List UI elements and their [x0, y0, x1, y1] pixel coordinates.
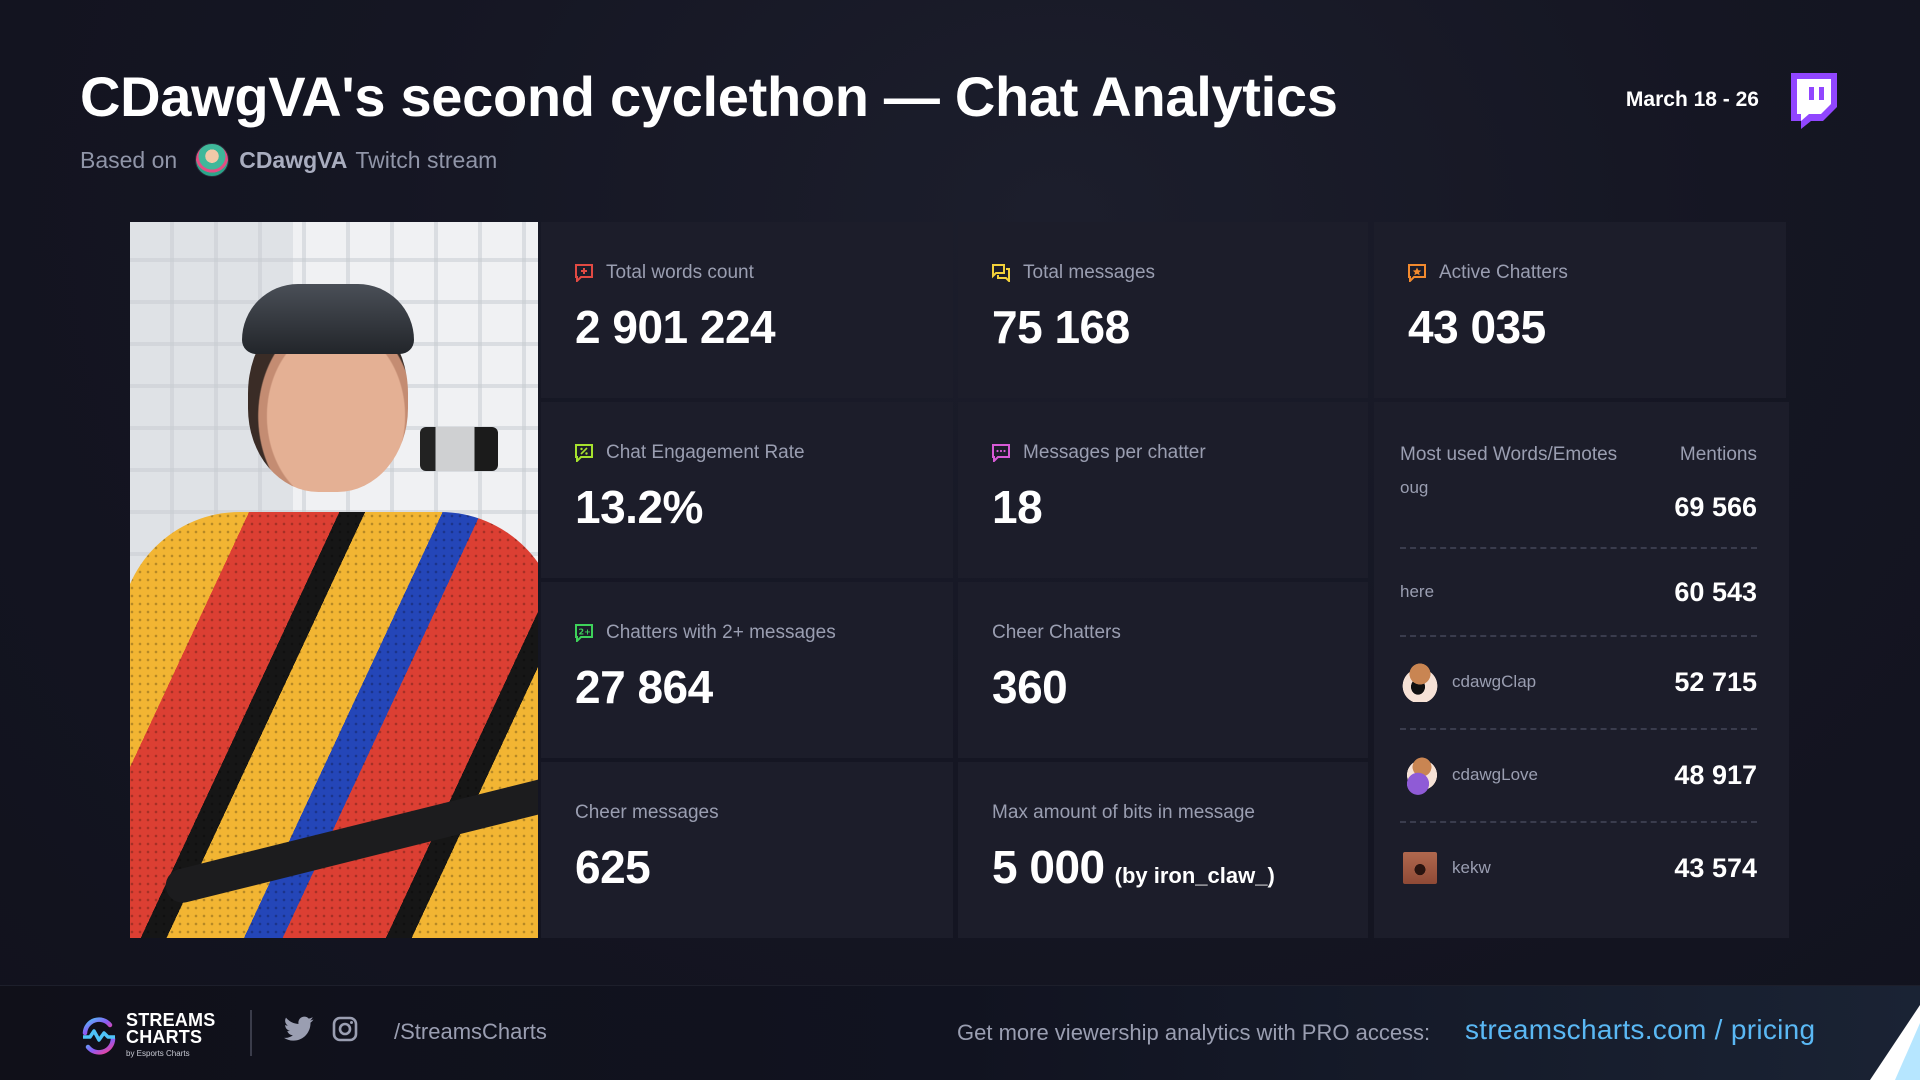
stat-value: 13.2% [575, 481, 703, 533]
stat-card-active-chatters: Active Chatters 43 035 [1374, 222, 1786, 398]
row-divider [1400, 728, 1757, 730]
photo-helmet [242, 284, 414, 354]
brand-tagline: by Esports Charts [126, 1049, 190, 1058]
word-name: kekw [1452, 858, 1491, 877]
svg-text:2+: 2+ [579, 628, 591, 637]
footer: STREAMS CHARTS by Esports Charts /Stream… [0, 985, 1920, 1080]
page-title: CDawgVA's second cyclethon — Chat Analyt… [80, 65, 1338, 128]
top-words-panel: Most used Words/Emotes Mentions oug 69 5… [1374, 402, 1789, 938]
stat-value: 2 901 224 [575, 301, 776, 353]
stat-label: Total words count [606, 262, 754, 283]
cdawglove-emote-icon [1400, 755, 1440, 795]
header: CDawgVA's second cyclethon — Chat Analyt… [80, 62, 1338, 178]
word-name: cdawgLove [1452, 765, 1539, 784]
word-name: here [1400, 582, 1435, 601]
stat-card-messages-per-chatter: Messages per chatter 18 [958, 402, 1368, 578]
subtitle: Based on CDawgVA Twitch stream [80, 142, 1338, 178]
corner-decoration [1870, 1005, 1920, 1080]
stat-card-max-bits: Max amount of bits in message 5 000 (by i… [958, 762, 1368, 938]
stat-label: Cheer messages [575, 802, 719, 823]
stat-card-chatters-2plus: 2+ Chatters with 2+ messages 27 864 [541, 582, 953, 758]
stat-value: 18 [992, 481, 1043, 533]
list-item: kekw 43 574 [1400, 833, 1757, 903]
streamscharts-logo-icon [80, 1017, 118, 1055]
row-divider [1400, 821, 1757, 823]
footer-divider [250, 1010, 252, 1056]
top-words-column-label: Most used Words/Emotes [1400, 444, 1618, 465]
streamscharts-logo[interactable]: STREAMS CHARTS by Esports Charts [80, 1010, 216, 1060]
stat-label: Chatters with 2+ messages [606, 622, 836, 643]
stat-label: Active Chatters [1439, 262, 1568, 283]
chat-star-icon [1408, 264, 1426, 282]
channel-name[interactable]: CDawgVA [239, 146, 348, 173]
stat-label: Cheer Chatters [992, 622, 1121, 643]
chat-double-icon [992, 264, 1010, 282]
chat-two-plus-icon: 2+ [575, 624, 593, 642]
cdawgclap-emote-icon [1400, 662, 1440, 702]
mentions-column-label: Mentions [1679, 444, 1757, 465]
chat-plus-icon [575, 264, 593, 282]
subtitle-prefix: Based on [80, 146, 178, 173]
stat-label: Total messages [1023, 262, 1156, 283]
stat-value: 43 035 [1408, 301, 1546, 353]
row-divider [1400, 547, 1757, 549]
stat-value: 5 000 (by iron_claw_) [992, 840, 1275, 894]
stat-value-number: 5 000 [992, 841, 1105, 893]
word-count: 60 543 [1674, 576, 1757, 607]
stat-value: 75 168 [992, 301, 1130, 353]
promo-text: Get more viewership analytics with PRO a… [957, 1020, 1431, 1045]
word-name: oug [1400, 478, 1429, 497]
date-range: March 18 - 26 [1625, 88, 1759, 111]
stat-value: 27 864 [575, 661, 713, 713]
stat-value-suffix: (by iron_claw_) [1114, 863, 1275, 888]
stat-label: Chat Engagement Rate [606, 442, 805, 463]
list-item: cdawgLove 48 917 [1400, 740, 1757, 810]
list-item: oug 69 566 [1400, 472, 1757, 542]
row-divider [1400, 635, 1757, 637]
stat-card-total-words: Total words count 2 901 224 [541, 222, 953, 398]
word-name: cdawgClap [1452, 672, 1537, 691]
stat-value: 360 [992, 661, 1068, 713]
social-links: /StreamsCharts [284, 1016, 547, 1047]
photo-camera [420, 427, 498, 471]
stat-label: Max amount of bits in message [992, 802, 1255, 823]
instagram-icon[interactable] [332, 1016, 358, 1047]
stat-card-engagement-rate: Chat Engagement Rate 13.2% [541, 402, 953, 578]
word-count: 69 566 [1674, 491, 1757, 522]
word-count: 43 574 [1674, 852, 1757, 883]
twitch-icon [1787, 73, 1837, 129]
stat-label: Messages per chatter [1023, 442, 1206, 463]
stat-value: 625 [575, 841, 651, 893]
subtitle-suffix: Twitch stream [355, 146, 498, 173]
chat-dots-icon [992, 444, 1010, 462]
pricing-link[interactable]: streamscharts.com / pricing [1465, 1014, 1816, 1045]
stat-card-total-messages: Total messages 75 168 [958, 222, 1368, 398]
channel-avatar [195, 143, 230, 177]
brand-line2: CHARTS [126, 1027, 203, 1047]
kekw-emote-icon [1403, 852, 1437, 884]
stat-card-cheer-chatters: Cheer Chatters 360 [958, 582, 1368, 758]
stat-card-cheer-messages: Cheer messages 625 [541, 762, 953, 938]
word-count: 52 715 [1674, 666, 1757, 697]
list-item: here 60 543 [1400, 557, 1757, 627]
brand-line1: STREAMS [126, 1010, 216, 1030]
social-handle[interactable]: /StreamsCharts [394, 1018, 547, 1044]
top-words-header: Most used Words/Emotes Mentions [1400, 444, 1757, 466]
streamer-photo [130, 222, 538, 938]
word-count: 48 917 [1674, 759, 1757, 790]
twitter-icon[interactable] [284, 1016, 314, 1047]
list-item: cdawgClap 52 715 [1400, 647, 1757, 717]
chat-percent-icon [575, 444, 593, 462]
